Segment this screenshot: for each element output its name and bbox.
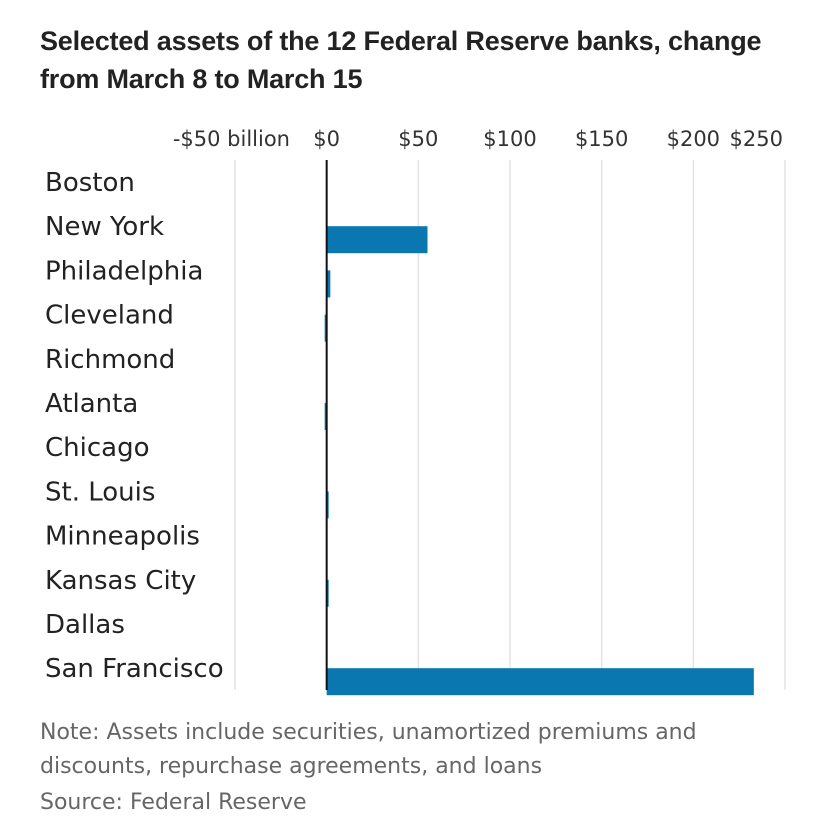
- x-tick-label: $200: [667, 127, 720, 151]
- category-label: Chicago: [45, 433, 150, 463]
- category-label: Minneapolis: [45, 522, 200, 552]
- x-tick-labels: -$50 billion $0 $50 $100 $150 $200 $250: [173, 127, 783, 151]
- bar-chart: -$50 billion $0 $50 $100 $150 $200 $250 Boston…: [45, 127, 786, 696]
- chart-source: Source: Federal Reserve: [40, 790, 307, 815]
- bars: [324, 226, 754, 696]
- bar: [326, 668, 754, 696]
- category-label: New York: [45, 212, 164, 242]
- x-tick-label: $100: [483, 127, 536, 151]
- chart-title: Selected assets of the 12 Federal Reserv…: [40, 26, 762, 94]
- category-label: San Francisco: [45, 654, 224, 684]
- bar: [326, 226, 428, 254]
- x-tick-label: $0: [313, 127, 340, 151]
- chart-note: Note: Assets include securities, unamort…: [40, 720, 697, 779]
- x-tick-label: -$50 billion: [173, 127, 290, 151]
- category-labels: Boston New York Philadelphia Cleveland Richm…: [45, 168, 224, 684]
- category-label: Atlanta: [45, 389, 138, 419]
- category-label: Kansas City: [45, 566, 196, 596]
- x-tick-label: $250: [730, 127, 783, 151]
- category-label: Boston: [45, 168, 135, 198]
- bar: [326, 270, 331, 298]
- category-label: Philadelphia: [45, 256, 203, 286]
- category-label: Cleveland: [45, 301, 174, 331]
- category-label: Dallas: [45, 610, 125, 640]
- category-label: Richmond: [45, 345, 175, 375]
- category-label: St. Louis: [45, 477, 155, 507]
- x-tick-label: $50: [398, 127, 438, 151]
- gridlines: [234, 160, 786, 690]
- x-tick-label: $150: [575, 127, 628, 151]
